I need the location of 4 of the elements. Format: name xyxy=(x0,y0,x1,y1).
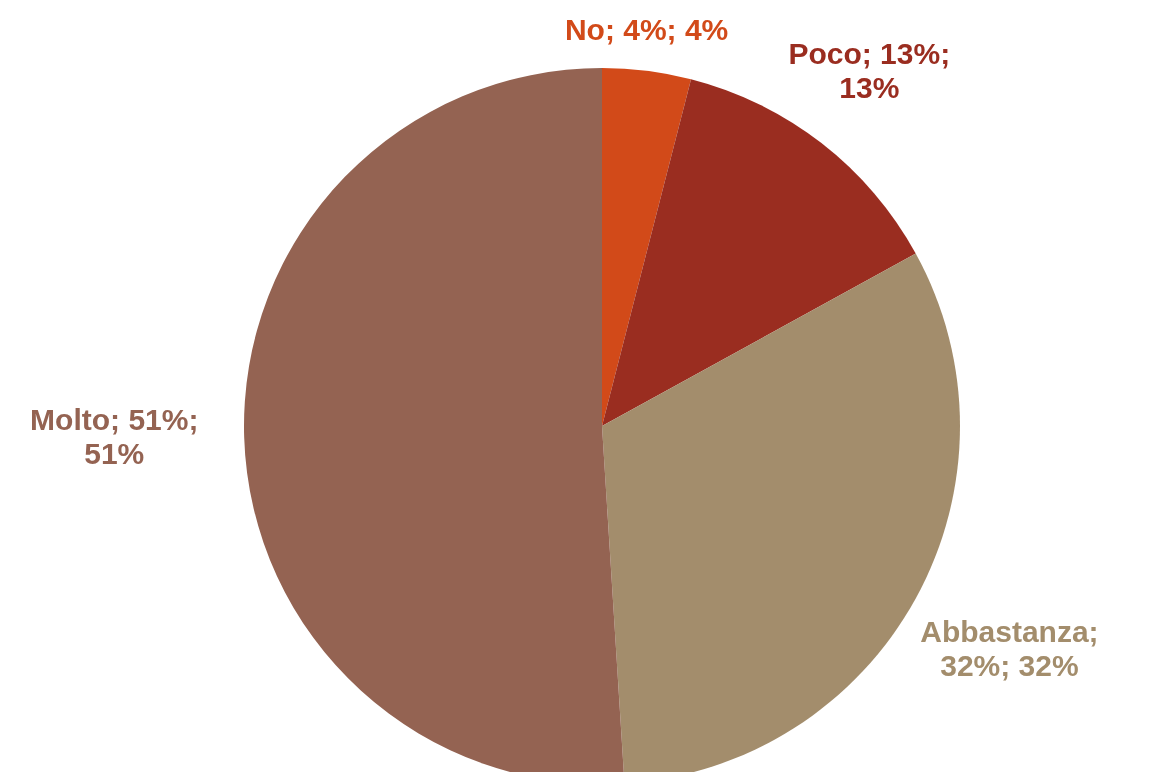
slice-label: Molto; 51%; 51% xyxy=(30,403,199,471)
slice-label: No; 4%; 4% xyxy=(564,12,729,46)
slice-label: Poco; 13%; 13% xyxy=(788,36,951,104)
slice-label: Abbastanza; 32%; 32% xyxy=(920,614,1099,682)
